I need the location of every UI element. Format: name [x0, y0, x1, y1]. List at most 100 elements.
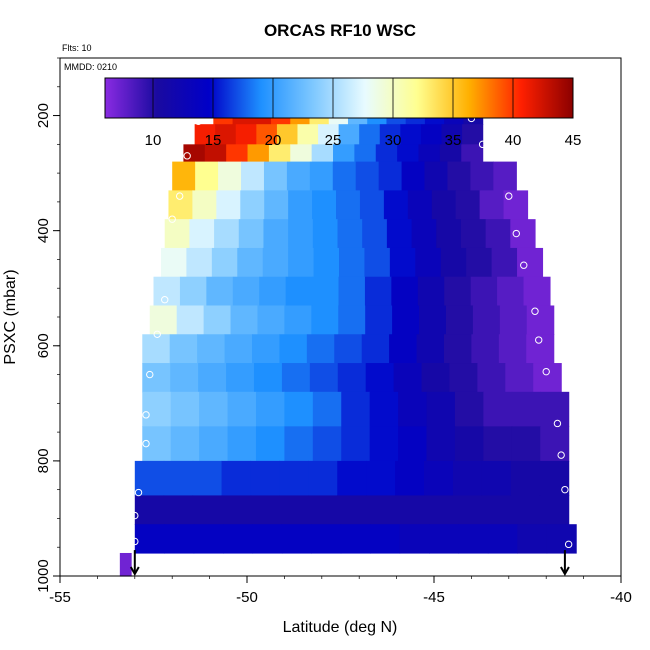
heatmap-cell — [510, 495, 541, 525]
latitude-markers — [129, 550, 570, 577]
date-annotation: MMDD: 0210 — [64, 62, 117, 72]
heatmap-cell — [312, 276, 340, 307]
heatmap-cell — [426, 426, 456, 462]
heatmap-cell — [199, 391, 229, 427]
heatmap-cell — [237, 247, 264, 278]
heatmap-cell — [241, 161, 265, 191]
heatmap-cell — [204, 144, 227, 163]
heatmap-cell — [192, 460, 223, 497]
heatmap-cell — [393, 363, 423, 393]
heatmap-cell — [517, 524, 548, 554]
heatmap-cell — [142, 391, 172, 427]
heatmap-cell — [276, 124, 299, 145]
heatmap-cell — [458, 524, 489, 554]
heatmap-cell — [134, 495, 165, 525]
heatmap-cell — [250, 495, 281, 525]
heatmap-cell — [168, 190, 193, 220]
heatmap-cell — [336, 190, 361, 220]
heatmap-cell — [255, 426, 285, 462]
heatmap-cell — [455, 190, 481, 220]
heatmap-cell — [389, 334, 418, 364]
heatmap-cell — [240, 190, 265, 220]
colorbar-gradient — [104, 77, 574, 119]
track-point — [175, 192, 184, 200]
heatmap-cell — [399, 524, 430, 554]
heatmap-cell — [447, 161, 472, 191]
heatmap-cell — [470, 161, 494, 191]
heatmap-cell — [539, 495, 570, 525]
heatmap-cell — [238, 219, 265, 249]
colorbar-tick-label: 45 — [565, 132, 582, 149]
heatmap-cell — [366, 460, 396, 497]
heatmap-cell — [313, 247, 340, 278]
heatmap-cell — [306, 334, 335, 364]
heatmap-cell — [250, 460, 281, 497]
heatmap-cell — [230, 305, 259, 335]
heatmap-cell — [279, 460, 309, 497]
heatmap-cell — [256, 124, 278, 145]
x-tick-label: -50 — [236, 589, 258, 606]
y-tick-label: 800 — [35, 448, 52, 473]
heatmap-cell — [311, 144, 334, 163]
colorbar-tick-label: 20 — [265, 132, 282, 149]
heatmap-cell — [431, 190, 457, 220]
x-tick-label: -55 — [49, 589, 71, 606]
colorbar-tick-label: 10 — [145, 132, 162, 149]
heatmap-cell — [211, 247, 238, 278]
heatmap-cell — [533, 363, 562, 393]
heatmap-cell — [281, 363, 311, 393]
heatmap-cell — [297, 124, 319, 145]
heatmap-cell — [369, 426, 399, 462]
heatmap-cell — [309, 161, 334, 191]
y-tick-label: 200 — [35, 103, 52, 128]
heatmap-cell — [397, 144, 420, 163]
heatmap-cell — [163, 460, 194, 497]
track-point — [183, 152, 191, 160]
heatmap-cell — [354, 144, 377, 163]
colorbar-tick-label: 25 — [325, 132, 342, 149]
heatmap-cell — [429, 524, 460, 554]
colorbar: 10 15 20 25 30 35 40 45 — [104, 77, 582, 149]
heatmap-cell — [365, 363, 395, 393]
heatmap-cell — [411, 219, 437, 249]
heatmap-cell — [224, 334, 253, 364]
heatmap-cell — [441, 124, 463, 145]
heatmap-cell — [526, 334, 555, 364]
heatmap-cell — [176, 305, 205, 335]
heatmap-cell — [454, 426, 484, 462]
heatmap-cell — [487, 524, 518, 554]
heatmap-cell — [498, 334, 527, 364]
track-point — [512, 229, 520, 238]
heatmap-cell — [337, 219, 363, 249]
heatmap-cell — [365, 305, 393, 335]
colorbar-tick-label: 35 — [445, 132, 462, 149]
heatmap-cell — [193, 524, 224, 554]
track-point — [564, 540, 573, 549]
track-point — [542, 367, 550, 376]
heatmap-cell — [223, 524, 254, 554]
heatmap-cell — [439, 144, 462, 163]
heatmap-cell — [392, 305, 420, 335]
heatmap-cell — [309, 363, 339, 393]
track-point — [146, 370, 154, 379]
heatmap-cell — [540, 426, 570, 462]
heatmap-cell — [311, 524, 342, 554]
heatmap-cell — [216, 190, 241, 220]
heatmap-cell — [505, 363, 534, 393]
heatmap-cell — [341, 426, 371, 462]
heatmap-cell — [257, 305, 285, 335]
heatmap-cell — [369, 391, 399, 427]
y-tick-label: 1000 — [35, 559, 52, 592]
track-point — [531, 307, 539, 315]
heatmap-cell — [263, 219, 289, 249]
heatmap-cell — [523, 276, 551, 307]
heatmap-cell — [416, 334, 445, 364]
track-point — [142, 439, 150, 448]
heatmap-cell — [183, 144, 206, 163]
heatmap-cell — [268, 144, 291, 163]
heatmap-cell — [197, 334, 226, 364]
heatmap-cell — [195, 161, 219, 191]
heatmap-cell — [401, 161, 426, 191]
heatmap-cell — [511, 426, 541, 462]
